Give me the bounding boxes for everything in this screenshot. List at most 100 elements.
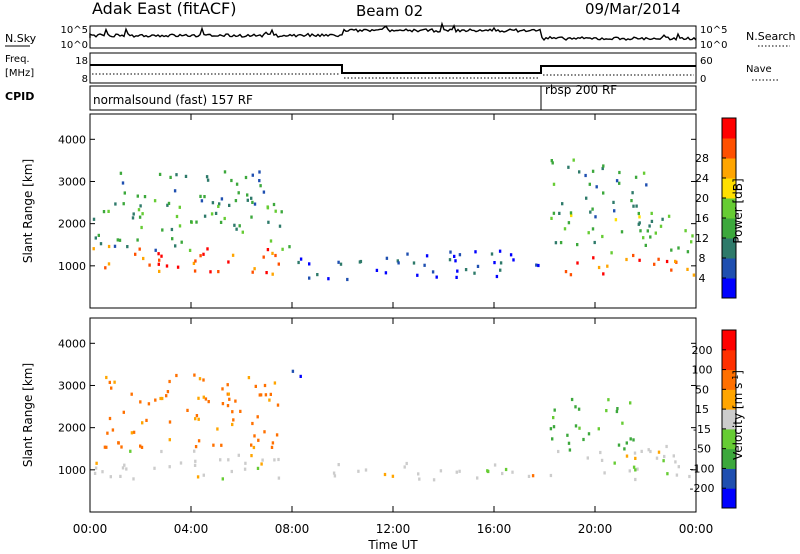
heatmap-cell (561, 202, 564, 206)
colorbar-tick-label: 50 (695, 383, 709, 396)
heatmap-cell (190, 220, 193, 224)
nsearch-label: N.Search (746, 30, 796, 43)
heatmap-cell (220, 443, 223, 447)
heatmap-cell (569, 211, 573, 215)
colorbar-swatch (722, 349, 736, 371)
freq-unit: [MHz] (5, 68, 34, 79)
nave-tick-top: 60 (700, 56, 713, 67)
heatmap-cell (132, 212, 135, 216)
heatmap-cell (231, 422, 234, 427)
heatmap-cell (527, 474, 531, 478)
heatmap-cell (632, 204, 635, 208)
heatmap-cell (231, 410, 234, 414)
heatmap-cell (244, 461, 247, 465)
heatmap-cell (616, 407, 619, 411)
freq-tick-bottom: 8 (82, 74, 88, 85)
heatmap-cell (176, 265, 180, 269)
heatmap-cell (207, 400, 210, 404)
heatmap-cell (227, 260, 230, 264)
heatmap-cell (339, 262, 343, 266)
nave-label: Nave (746, 64, 772, 75)
heatmap-cell (247, 376, 251, 380)
heatmap-cell (397, 261, 400, 265)
heatmap-cell (588, 182, 591, 186)
heatmap-cell (675, 473, 679, 477)
heatmap-cell (227, 458, 230, 462)
heatmap-cell (219, 220, 223, 224)
heatmap-cell (582, 437, 585, 442)
heatmap-cell (271, 251, 274, 255)
y-tick-label: 1000 (58, 464, 86, 477)
heatmap-cell (601, 166, 604, 171)
heatmap-cell (455, 470, 458, 474)
heatmap-cell (184, 174, 188, 178)
heatmap-cell (228, 397, 231, 401)
heatmap-cell (169, 175, 172, 179)
heatmap-cell (192, 261, 196, 265)
heatmap-cell (509, 253, 513, 257)
heatmap-cell (383, 472, 387, 477)
heatmap-cell (639, 229, 642, 233)
heatmap-cell (554, 241, 558, 245)
heatmap-cell (551, 437, 554, 441)
heatmap-cell (629, 401, 632, 405)
heatmap-cell (171, 237, 174, 241)
heatmap-cell (211, 201, 215, 205)
heatmap-cell (665, 444, 668, 449)
heatmap-cell (613, 461, 616, 465)
heatmap-cell (267, 220, 270, 224)
heatmap-cell (549, 473, 553, 478)
heatmap-cell (425, 254, 429, 258)
heatmap-cell (202, 252, 205, 256)
heatmap-cell (123, 191, 126, 195)
heatmap-cell (634, 175, 638, 179)
heatmap-cell (139, 400, 142, 404)
heatmap-cell (193, 373, 196, 377)
heatmap-cell (464, 268, 468, 272)
x-tick-label: 12:00 (376, 522, 411, 536)
heatmap-cell (243, 467, 247, 471)
heatmap-cell (610, 251, 613, 255)
heatmap-cell (612, 200, 615, 204)
velocity-y-label: Slant Range [km] (21, 363, 35, 467)
colorbar-tick-label: -50 (693, 443, 711, 456)
heatmap-cell (139, 204, 142, 208)
heatmap-cell (168, 379, 171, 384)
nsearch-tick-bottom: 10^0 (700, 40, 727, 51)
heatmap-cell (537, 263, 540, 268)
heatmap-cell (638, 215, 641, 219)
heatmap-cell (632, 438, 635, 442)
heatmap-cell (690, 240, 693, 244)
heatmap-cell (567, 165, 570, 169)
heatmap-cell (273, 458, 276, 462)
heatmap-cell (613, 209, 616, 213)
heatmap-cell (161, 228, 164, 232)
heatmap-cell (271, 272, 274, 276)
heatmap-cell (474, 250, 477, 254)
heatmap-cell (418, 477, 421, 481)
heatmap-cell (226, 383, 229, 387)
heatmap-cell (159, 396, 162, 401)
heatmap-cell (642, 171, 646, 175)
heatmap-cell (235, 182, 239, 186)
cpid-panel: CPID normalsound (fast) 157 RF rbsp 200 … (5, 83, 697, 111)
heatmap-cell (221, 477, 224, 481)
heatmap-cell (109, 475, 112, 479)
heatmap-cell (113, 380, 116, 384)
heatmap-cell (250, 454, 253, 458)
heatmap-cell (688, 474, 691, 479)
heatmap-cell (308, 262, 311, 266)
heatmap-cell (576, 243, 579, 247)
heatmap-cell (130, 392, 133, 396)
heatmap-cell (238, 224, 241, 228)
heatmap-cell (221, 402, 225, 406)
colorbar-frame (721, 117, 737, 299)
cpid-segment-2: rbsp 200 RF (545, 83, 617, 97)
heatmap-cell (535, 263, 538, 267)
heatmap-cell (107, 262, 111, 266)
heatmap-cell (198, 377, 202, 381)
heatmap-cell (253, 267, 256, 271)
heatmap-cell (591, 207, 594, 211)
colorbar-swatch (722, 428, 736, 450)
heatmap-cell (166, 390, 170, 394)
